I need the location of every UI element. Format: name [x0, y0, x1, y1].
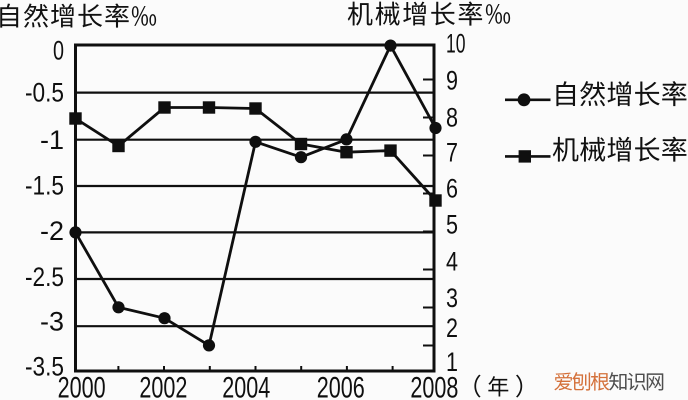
- svg-text:2004: 2004: [222, 372, 270, 400]
- svg-text:-3.5: -3.5: [25, 352, 64, 382]
- svg-text:2006: 2006: [317, 372, 365, 400]
- svg-text:2: 2: [446, 313, 458, 343]
- svg-text:6: 6: [446, 174, 458, 204]
- svg-text:-0.5: -0.5: [25, 78, 64, 108]
- svg-text:-2.5: -2.5: [25, 262, 64, 292]
- svg-text:2000: 2000: [58, 372, 106, 400]
- svg-text:1: 1: [446, 347, 458, 377]
- svg-text:10: 10: [446, 29, 466, 59]
- svg-text:2002: 2002: [139, 372, 187, 400]
- svg-text:8: 8: [446, 103, 458, 133]
- svg-text:0: 0: [53, 36, 64, 66]
- svg-text:-2: -2: [40, 216, 64, 246]
- svg-text:4: 4: [446, 247, 458, 277]
- svg-text:-1.5: -1.5: [25, 171, 64, 201]
- svg-text:2008: 2008: [410, 372, 458, 400]
- svg-text:5: 5: [446, 210, 458, 240]
- svg-text:-1: -1: [40, 125, 64, 155]
- svg-text:3: 3: [446, 283, 458, 313]
- svg-text:-3: -3: [40, 307, 64, 337]
- svg-text:7: 7: [446, 138, 458, 168]
- svg-text:9: 9: [446, 66, 458, 96]
